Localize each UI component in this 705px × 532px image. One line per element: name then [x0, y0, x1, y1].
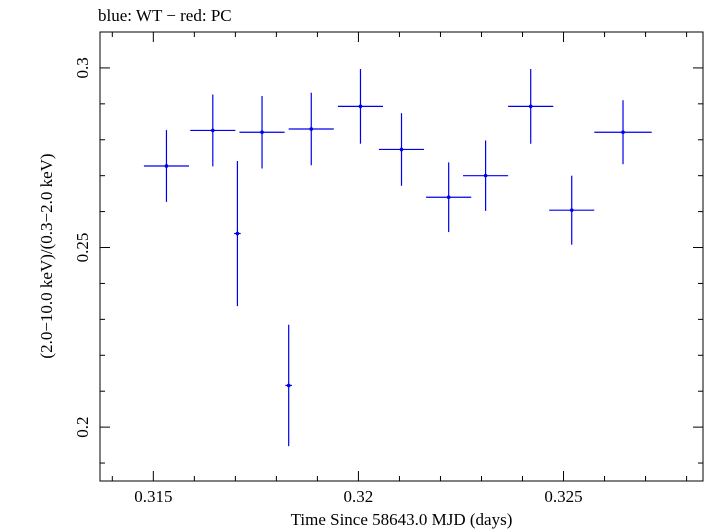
- point-marker: [260, 130, 264, 135]
- point-marker: [399, 147, 404, 152]
- data-point: [463, 140, 509, 211]
- point-marker: [483, 173, 488, 178]
- point-marker: [286, 383, 291, 388]
- data-point: [426, 162, 472, 233]
- point-marker: [235, 231, 240, 236]
- point-marker: [446, 195, 451, 200]
- x-tick-label: 0.315: [134, 487, 172, 506]
- point-marker: [211, 128, 215, 133]
- y-tick-label: 0.25: [73, 233, 92, 263]
- data-point: [337, 68, 384, 144]
- data-point: [378, 113, 425, 186]
- data-point: [549, 175, 595, 245]
- y-axis-label: (2.0−10.0 keV)/(0.3−2.0 keV): [37, 153, 56, 358]
- axis-ticks: [100, 31, 703, 481]
- point-marker: [621, 130, 625, 135]
- point-marker: [164, 164, 169, 168]
- data-point: [288, 92, 334, 166]
- data-point: [190, 94, 236, 167]
- plot-frame: [99, 31, 704, 482]
- data-point: [239, 95, 285, 169]
- chart-title: blue: WT − red: PC: [98, 6, 232, 25]
- point-marker: [309, 127, 314, 131]
- x-axis-label: Time Since 58643.0 MJD (days): [290, 510, 513, 529]
- y-tick-label: 0.3: [73, 57, 92, 78]
- x-tick-label: 0.32: [344, 487, 374, 506]
- data-point: [508, 68, 554, 144]
- data-point: [285, 324, 292, 447]
- point-marker: [358, 104, 363, 109]
- point-marker: [528, 104, 533, 109]
- data-point: [234, 160, 241, 307]
- point-marker: [569, 208, 574, 212]
- axis-tick-labels: 0.315 0.32 0.325 0.2 0.25 0.3: [73, 57, 583, 506]
- data-points: [143, 68, 652, 447]
- y-tick-label: 0.2: [73, 416, 92, 437]
- data-point: [594, 100, 652, 165]
- x-tick-label: 0.325: [544, 487, 582, 506]
- data-point: [143, 130, 190, 202]
